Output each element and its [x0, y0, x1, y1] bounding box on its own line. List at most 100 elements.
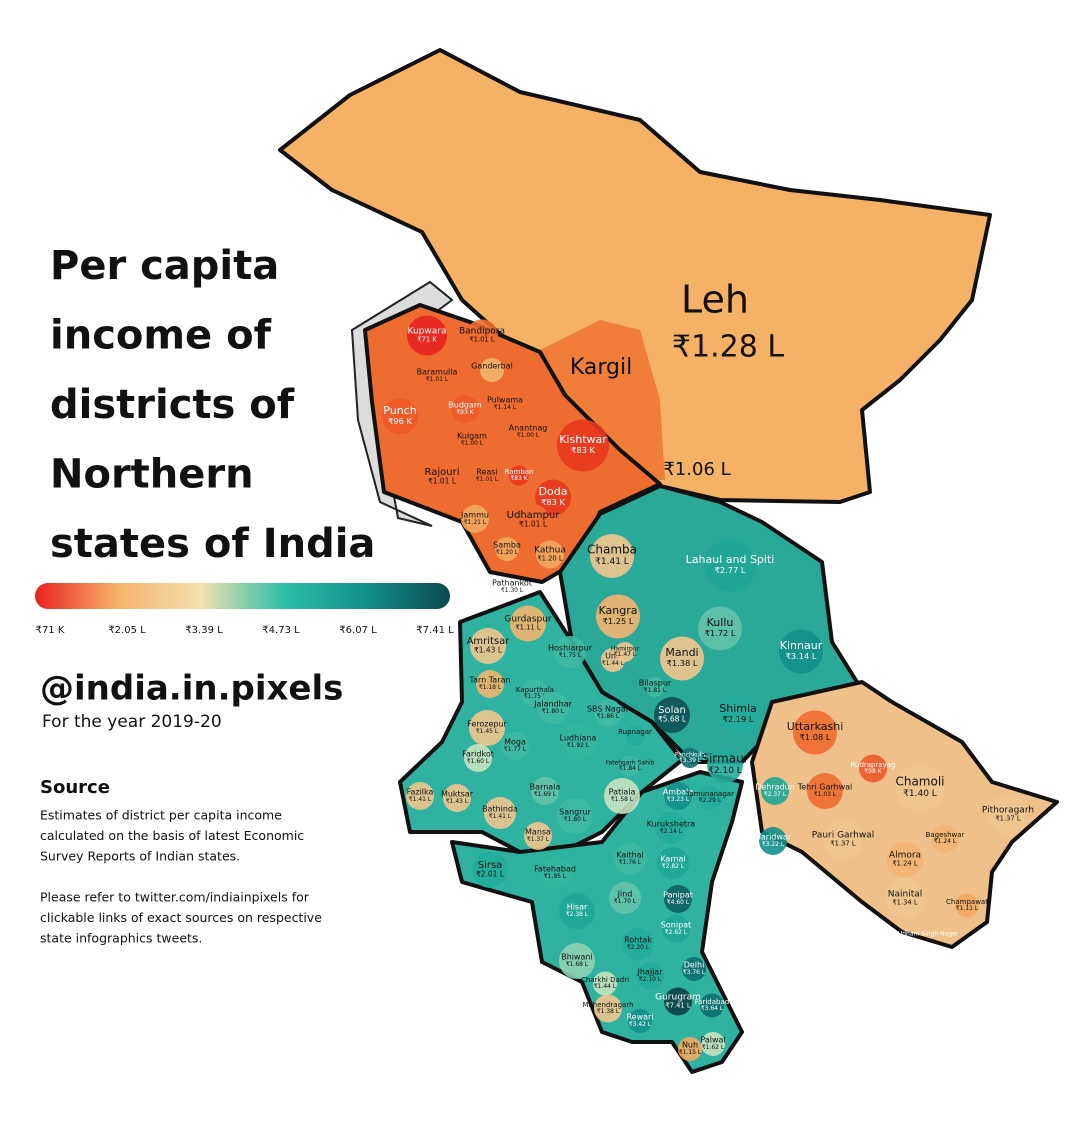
district-value: ₹1.24 L — [934, 838, 957, 845]
district-area — [700, 993, 724, 1018]
district-value: ₹3.42 L — [629, 1021, 652, 1028]
district-value: ₹3.22 L — [762, 841, 785, 848]
district-value: ₹2.62 L — [665, 929, 688, 936]
district-area — [707, 747, 743, 783]
district-value: ₹1.80 L — [564, 816, 587, 823]
district-value: ₹2.77 L — [715, 565, 746, 575]
district-value: ₹2.37 L — [764, 791, 787, 798]
district-name: Uttarkashi — [787, 720, 844, 733]
legend-bar — [35, 583, 450, 609]
district-area — [645, 677, 665, 697]
district-area — [559, 893, 595, 929]
district-name: Faridkot — [462, 750, 494, 759]
district-area — [680, 748, 700, 768]
district-name: Kathua — [534, 546, 566, 556]
district-area — [495, 537, 519, 561]
district-name: Nuh — [682, 1041, 698, 1050]
source-heading: Source — [40, 777, 110, 798]
district-value: ₹2.10 L — [708, 766, 742, 776]
district-value: ₹1.28 L — [672, 330, 784, 365]
district-area — [698, 606, 742, 651]
legend-tick-label: ₹3.39 L — [185, 625, 223, 636]
district-name: Amritsar — [467, 636, 511, 647]
district-name: Anantnag — [509, 424, 548, 433]
district-area — [559, 943, 595, 979]
district-value: ₹1.25 L — [603, 616, 634, 626]
district-area — [461, 505, 489, 533]
district-value: ₹1.75 L — [559, 652, 582, 659]
district-value: ₹1.38 L — [597, 1008, 620, 1015]
district-name: Kapurthala — [516, 686, 554, 694]
district-value: ₹1.80 L — [542, 708, 565, 715]
district-value: ₹1.58 L — [611, 796, 634, 803]
district-value: ₹3.39 L — [679, 757, 702, 764]
district-name: Muktsar — [441, 790, 474, 799]
district-area — [609, 882, 641, 914]
district-area — [593, 971, 617, 996]
district-name: Hamirpur — [611, 646, 640, 653]
district-area — [537, 692, 569, 724]
district-name: Chamba — [587, 543, 637, 557]
district-area — [614, 843, 646, 875]
district-area — [622, 928, 654, 960]
district-value: ₹1.38 L — [667, 658, 698, 668]
district-value: ₹5.68 L — [658, 715, 687, 724]
district-name: Udham Singh Nagar — [898, 931, 959, 938]
district-value: ₹1.20 L — [537, 555, 562, 563]
title-line: states of India — [50, 521, 375, 567]
left-panel: @india.in.pixels For the year 2019-20 So… — [35, 243, 454, 946]
district-name: Tehri Garhwal — [797, 783, 853, 792]
district-name: Jind — [617, 890, 633, 899]
district-value: ₹2.01 L — [476, 870, 505, 879]
district-value: ₹96 K — [388, 416, 412, 426]
title-line: income of — [50, 313, 272, 359]
district-area — [779, 629, 823, 674]
district-area — [594, 994, 622, 1023]
district-value: ₹1.14 L — [494, 404, 517, 411]
district-name: Rajouri — [425, 467, 460, 478]
district-name: Mansa — [525, 828, 551, 837]
district-area — [701, 1032, 725, 1056]
district-value: ₹98 K — [864, 768, 882, 775]
district-name: Leh — [681, 278, 749, 322]
district-name: Samba — [493, 541, 521, 550]
district-area — [501, 732, 529, 760]
district-area — [759, 827, 787, 855]
district-name: Haridwar — [755, 833, 792, 842]
district-name: Palwal — [700, 1036, 725, 1045]
district-area — [654, 697, 690, 733]
district-area — [625, 725, 645, 746]
district-area — [473, 462, 501, 490]
district-value: ₹3.23 L — [667, 796, 690, 803]
district-name: Doda — [539, 485, 568, 498]
district-value: ₹1.41 L — [595, 557, 629, 567]
district-value: ₹1.43 L — [474, 646, 503, 655]
handle: @india.in.pixels — [40, 669, 343, 709]
district-name: Solan — [658, 705, 686, 716]
district-name: Tarn Taran — [469, 676, 511, 685]
district-value: ₹1.01 L — [469, 336, 494, 344]
district-value: ₹1.21 L — [464, 519, 487, 526]
district-area — [955, 893, 979, 918]
district-name: Rudraprayag — [850, 761, 895, 769]
district-name: Punch — [383, 404, 416, 417]
district-name: Kargil — [570, 355, 632, 380]
district-value: ₹2.10 L — [639, 976, 662, 983]
district-value: ₹1.40 L — [903, 789, 937, 799]
district-name: Faridabad — [695, 998, 729, 1006]
legend-tick-label: ₹6.07 L — [339, 625, 377, 636]
district-value: ₹1.11 L — [956, 905, 979, 912]
district-value: ₹7.41 L — [665, 1002, 690, 1010]
district-area — [557, 798, 593, 834]
district-name: Pulwama — [487, 396, 523, 405]
district-value: ₹1.01 L — [426, 376, 449, 383]
district-value: ₹4.60 L — [667, 899, 690, 906]
district-name: Gurdaspur — [504, 615, 552, 625]
kargil-region — [540, 320, 665, 480]
district-name: Rewari — [626, 1013, 653, 1022]
district-value: ₹1.68 L — [566, 961, 589, 968]
district-area — [761, 777, 789, 805]
district-name: Dehradun — [755, 783, 795, 792]
district-area — [517, 504, 549, 536]
district-value: ₹1.44 L — [602, 660, 625, 667]
